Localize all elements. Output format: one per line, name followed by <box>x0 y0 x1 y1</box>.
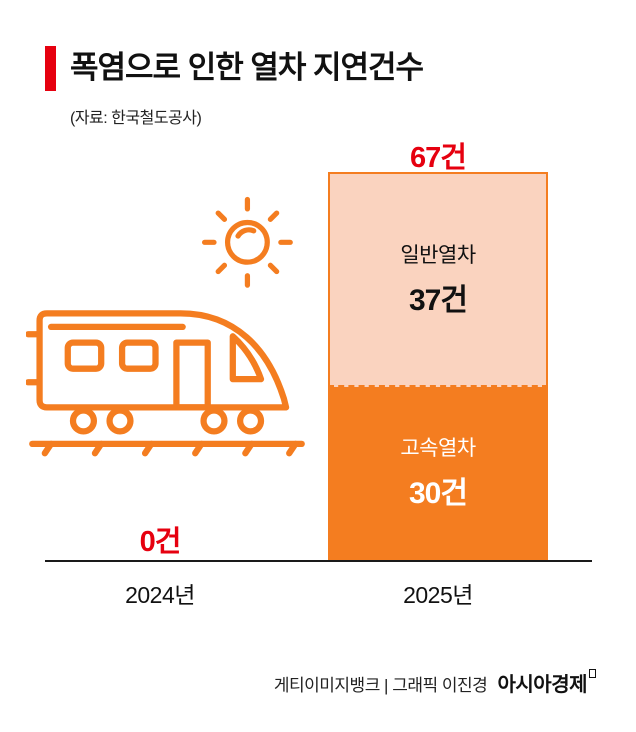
segment-label-regular: 일반열차 <box>400 244 476 268</box>
footer-credit: 게티이미지뱅크 | 그래픽 이진경 아시아경제 <box>274 668 596 697</box>
header: 폭염으로 인한 열차 지연건수 <box>45 46 424 91</box>
page-title: 폭염으로 인한 열차 지연건수 <box>70 50 424 85</box>
segment-label-express: 고속열차 <box>400 437 476 461</box>
total-label-2024: 0건 <box>139 526 182 558</box>
credit-text: 게티이미지뱅크 | 그래픽 이진경 <box>273 676 488 695</box>
total-label-2025: 67건 <box>410 142 467 174</box>
sun-icon <box>201 196 293 288</box>
bar-segment-regular-train: 일반열차 37건 <box>328 172 548 387</box>
stacked-bar-2025: 일반열차 37건 고속열차 30건 <box>328 172 548 560</box>
train-icon <box>26 310 305 457</box>
x-axis-line <box>45 560 592 562</box>
category-label-2025: 2025년 <box>403 582 473 608</box>
source-note: (자료: 한국철도공사) <box>70 110 202 127</box>
brand-logo: 아시아경제 <box>497 674 588 696</box>
train-illustration <box>26 196 305 457</box>
brand-mark-icon <box>589 669 596 678</box>
segment-value-regular: 37건 <box>409 284 468 318</box>
title-accent-bar <box>45 46 56 91</box>
bar-segment-express-train: 고속열차 30건 <box>328 386 548 560</box>
category-label-2024: 2024년 <box>125 582 195 608</box>
segment-value-express: 30건 <box>409 477 468 511</box>
